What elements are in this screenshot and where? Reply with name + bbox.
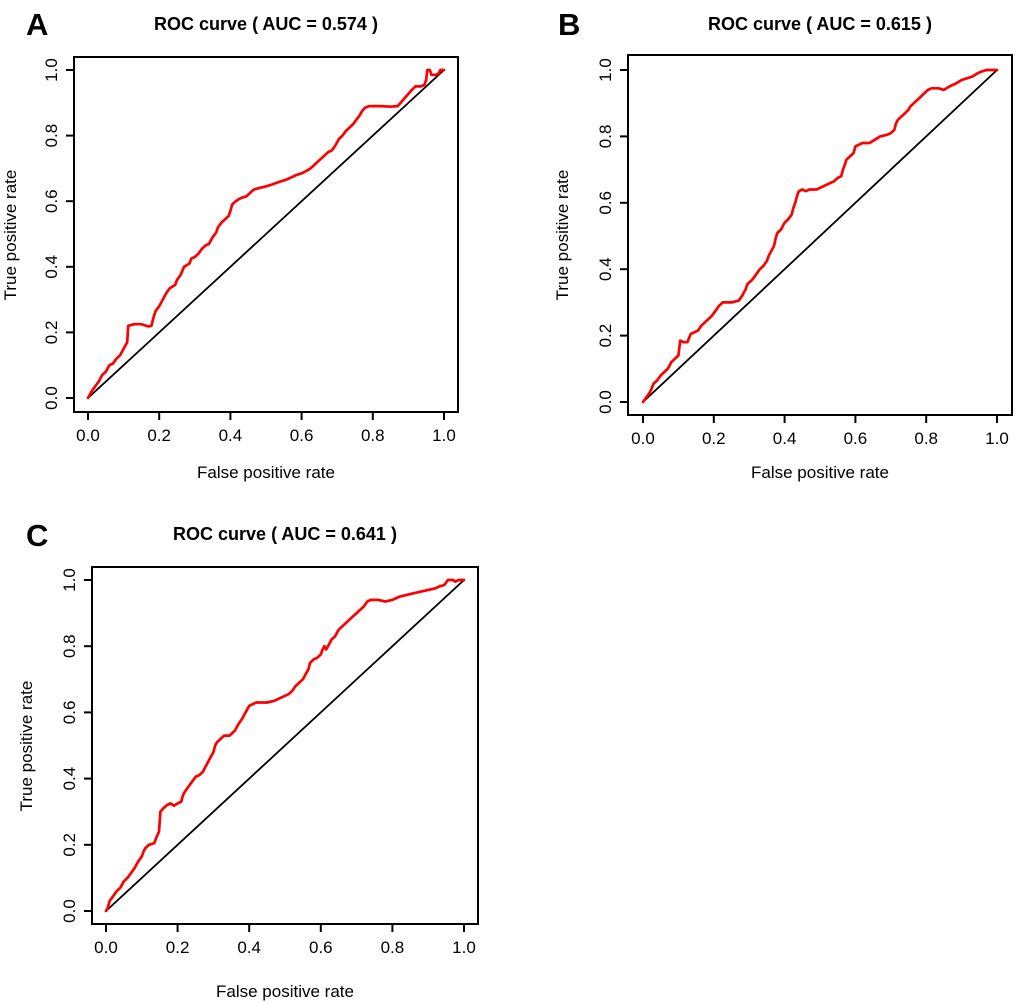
plot-area-a: 0.0 0.2 0.4 0.6 0.8 1.0 0.0 0.2 0.4 0.6 0.8 1.0 bbox=[42, 56, 459, 445]
x-tick-label: 0.8 bbox=[361, 426, 385, 445]
plot-title-c: ROC curve ( AUC = 0.641 ) bbox=[173, 524, 397, 544]
y-tick-label: 1.0 bbox=[60, 568, 79, 592]
y-tick-label: 0.0 bbox=[42, 386, 61, 410]
y-tick-label: 0.2 bbox=[596, 324, 615, 348]
y-tick-label: 0.8 bbox=[596, 125, 615, 149]
y-tick-label: 0.2 bbox=[60, 833, 79, 857]
y-tick-label: 1.0 bbox=[596, 58, 615, 82]
roc-plot-b: B ROC curve ( AUC = 0.615 ) False positi… bbox=[553, 7, 1013, 482]
x-axis-label-c: False positive rate bbox=[216, 982, 354, 1001]
y-tick-label: 0.4 bbox=[60, 767, 79, 791]
x-tick-label: 0.2 bbox=[702, 429, 726, 448]
plot-title-b: ROC curve ( AUC = 0.615 ) bbox=[708, 14, 932, 34]
y-tick-label: 0.8 bbox=[60, 634, 79, 658]
panel-letter-c: C bbox=[26, 518, 48, 553]
y-tick-label: 0.2 bbox=[42, 321, 61, 345]
x-tick-label: 0.4 bbox=[237, 938, 261, 957]
x-tick-label: 0.4 bbox=[773, 429, 797, 448]
plot-area-c: 0.0 0.2 0.4 0.6 0.8 1.0 0.0 0.2 0.4 0.6 0.8 1.0 bbox=[60, 566, 479, 957]
y-tick-label: 0.0 bbox=[60, 899, 79, 923]
roc-curve-line bbox=[86, 68, 446, 400]
x-tick-label: 1.0 bbox=[985, 429, 1009, 448]
plot-box bbox=[91, 566, 479, 925]
roc-plot-a: A ROC curve ( AUC = 0.574 ) False positi… bbox=[1, 7, 459, 482]
diagonal-reference-line bbox=[87, 69, 445, 399]
x-tick-label: 0.0 bbox=[76, 426, 100, 445]
y-tick-label: 0.6 bbox=[596, 191, 615, 215]
y-tick-label: 0.6 bbox=[42, 189, 61, 213]
roc-curve-line bbox=[104, 578, 466, 913]
roc-plot-c: C ROC curve ( AUC = 0.641 ) False positi… bbox=[17, 518, 479, 1001]
x-tick-label: 0.4 bbox=[219, 426, 243, 445]
x-tick-label: 0.0 bbox=[631, 429, 655, 448]
plot-area-b: 0.0 0.2 0.4 0.6 0.8 1.0 0.0 0.2 0.4 0.6 0.8 1.0 bbox=[596, 54, 1013, 448]
plot-box bbox=[627, 54, 1013, 416]
panel-b: B ROC curve ( AUC = 0.615 ) False positi… bbox=[510, 0, 1020, 500]
x-tick-label: 0.8 bbox=[381, 938, 405, 957]
x-axis-label-a: False positive rate bbox=[197, 463, 335, 482]
y-tick-label: 0.6 bbox=[60, 701, 79, 725]
x-tick-label: 0.8 bbox=[914, 429, 938, 448]
panel-a: A ROC curve ( AUC = 0.574 ) False positi… bbox=[0, 0, 510, 500]
x-tick-label: 0.6 bbox=[844, 429, 868, 448]
x-tick-label: 0.6 bbox=[290, 426, 314, 445]
y-tick-label: 0.4 bbox=[42, 255, 61, 279]
panel-c: C ROC curve ( AUC = 0.641 ) False positi… bbox=[0, 505, 510, 1002]
x-tick-label: 0.2 bbox=[166, 938, 190, 957]
roc-curve-line bbox=[641, 68, 999, 404]
y-tick-label: 1.0 bbox=[42, 58, 61, 82]
plot-box bbox=[73, 56, 459, 413]
y-axis-label-a: True positive rate bbox=[1, 170, 20, 301]
panel-letter-a: A bbox=[26, 7, 48, 42]
diagonal-reference-line bbox=[642, 69, 998, 403]
panel-letter-b: B bbox=[558, 7, 580, 42]
plot-title-a: ROC curve ( AUC = 0.574 ) bbox=[154, 14, 378, 34]
y-tick-label: 0.4 bbox=[596, 257, 615, 281]
x-tick-label: 0.6 bbox=[309, 938, 333, 957]
x-tick-label: 0.2 bbox=[147, 426, 171, 445]
x-tick-label: 1.0 bbox=[452, 938, 476, 957]
y-axis-label-b: True positive rate bbox=[553, 170, 572, 301]
diagonal-reference-line bbox=[105, 579, 465, 912]
y-tick-label: 0.8 bbox=[42, 124, 61, 148]
x-tick-label: 0.0 bbox=[94, 938, 118, 957]
x-axis-label-b: False positive rate bbox=[751, 463, 889, 482]
x-tick-label: 1.0 bbox=[432, 426, 456, 445]
y-axis-label-c: True positive rate bbox=[17, 681, 36, 812]
y-tick-label: 0.0 bbox=[596, 390, 615, 414]
